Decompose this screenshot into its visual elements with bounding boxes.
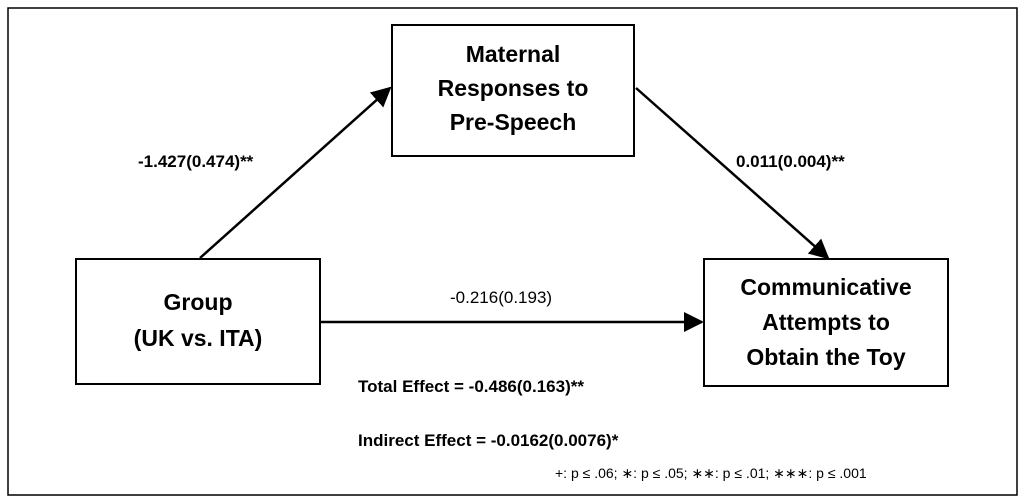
path-label: 0.011(0.004)** [736, 152, 845, 171]
path-label: -1.427(0.474)** [138, 152, 254, 171]
path-label: -0.216(0.193) [450, 288, 552, 307]
node-label: Communicative [740, 274, 911, 300]
node-label: Responses to [438, 75, 589, 101]
total-effect: Total Effect = -0.486(0.163)** [358, 377, 584, 396]
node-label: Obtain the Toy [746, 344, 906, 370]
legend: +: p ≤ .06; ∗: p ≤ .05; ∗∗: p ≤ .01; ∗∗∗… [555, 465, 867, 481]
arrow-b [635, 87, 830, 260]
frame [7, 7, 1018, 496]
node-label: Group [164, 289, 233, 315]
node-label: Pre-Speech [450, 109, 577, 135]
indirect-effect: Indirect Effect = -0.0162(0.0076)* [358, 431, 619, 450]
node-label: Maternal [466, 41, 561, 67]
node-label: Attempts to [762, 309, 890, 335]
node-box [391, 24, 635, 157]
node-box [703, 258, 949, 387]
node-box [75, 258, 321, 385]
node-label: (UK vs. ITA) [134, 325, 263, 351]
arrow-a [199, 86, 392, 259]
